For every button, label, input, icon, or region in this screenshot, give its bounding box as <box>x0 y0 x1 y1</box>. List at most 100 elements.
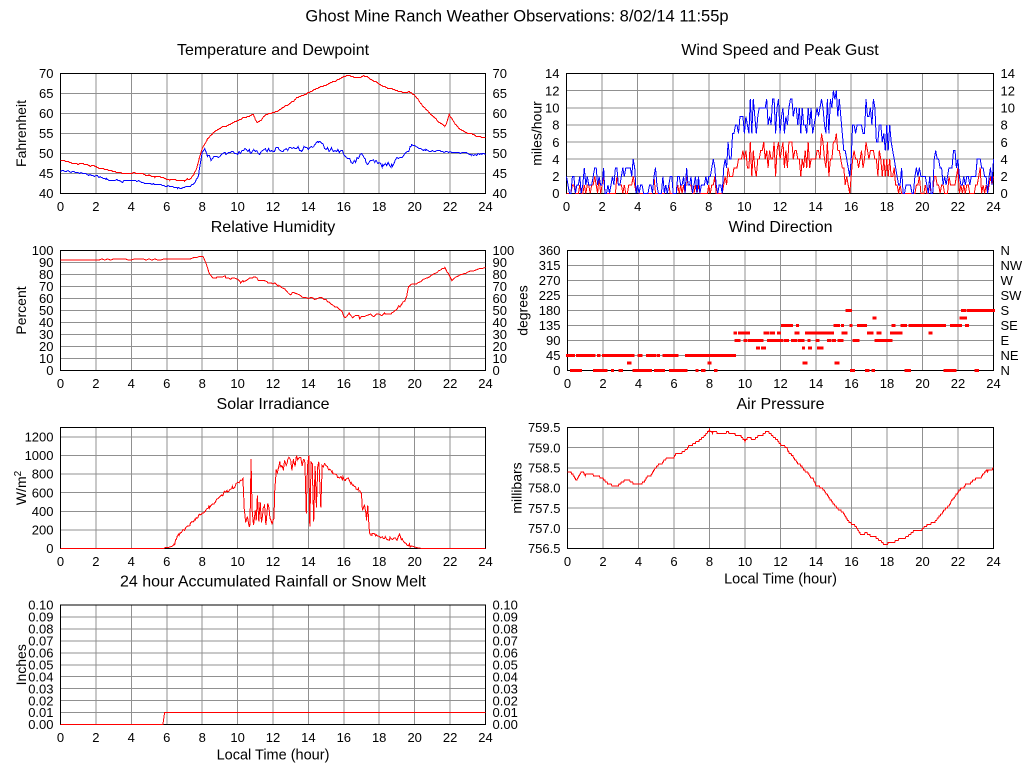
svg-text:14: 14 <box>809 376 823 391</box>
svg-text:0.10: 0.10 <box>493 598 518 613</box>
svg-text:70: 70 <box>39 66 53 81</box>
svg-text:18: 18 <box>372 730 386 745</box>
svg-text:18: 18 <box>880 199 894 214</box>
svg-text:45: 45 <box>493 166 507 181</box>
svg-text:20: 20 <box>915 199 929 214</box>
svg-text:16: 16 <box>337 199 351 214</box>
svg-text:4: 4 <box>1001 152 1008 167</box>
svg-text:30: 30 <box>493 327 507 342</box>
svg-text:14: 14 <box>301 199 315 214</box>
svg-text:18: 18 <box>880 554 894 569</box>
svg-text:80: 80 <box>493 267 507 282</box>
svg-text:270: 270 <box>539 273 561 288</box>
svg-text:10: 10 <box>738 554 752 569</box>
svg-text:14: 14 <box>1001 66 1015 81</box>
svg-text:6: 6 <box>163 730 170 745</box>
svg-text:20: 20 <box>407 376 421 391</box>
svg-text:Air Pressure: Air Pressure <box>736 396 824 413</box>
svg-text:8: 8 <box>199 730 206 745</box>
svg-text:20: 20 <box>493 339 507 354</box>
svg-text:180: 180 <box>539 303 561 318</box>
svg-text:90: 90 <box>39 255 53 270</box>
svg-text:6: 6 <box>552 135 559 150</box>
svg-text:W/m2: W/m2 <box>13 470 29 505</box>
svg-text:2: 2 <box>92 376 99 391</box>
svg-text:12: 12 <box>773 554 787 569</box>
svg-text:0.08: 0.08 <box>493 622 518 637</box>
svg-text:0: 0 <box>46 363 53 378</box>
svg-text:Ghost Mine Ranch Weather Obser: Ghost Mine Ranch Weather Observations: 8… <box>305 7 728 25</box>
svg-text:8: 8 <box>705 199 712 214</box>
svg-text:4: 4 <box>635 376 642 391</box>
svg-text:0: 0 <box>553 363 560 378</box>
svg-text:10: 10 <box>737 199 751 214</box>
svg-text:45: 45 <box>39 166 53 181</box>
svg-text:S: S <box>1001 303 1010 318</box>
svg-text:Local Time (hour): Local Time (hour) <box>724 572 837 588</box>
svg-text:6: 6 <box>670 199 677 214</box>
svg-text:758.0: 758.0 <box>528 481 561 496</box>
svg-text:0.01: 0.01 <box>493 705 518 720</box>
svg-text:degrees: degrees <box>515 285 531 336</box>
svg-text:NW: NW <box>1001 258 1023 273</box>
svg-text:225: 225 <box>539 288 561 303</box>
svg-text:2: 2 <box>599 376 606 391</box>
svg-text:8: 8 <box>199 554 206 569</box>
svg-text:14: 14 <box>301 376 315 391</box>
svg-text:22: 22 <box>443 199 457 214</box>
svg-text:12: 12 <box>545 83 559 98</box>
svg-text:0.02: 0.02 <box>28 693 53 708</box>
svg-text:N: N <box>1001 363 1010 378</box>
svg-text:20: 20 <box>407 199 421 214</box>
svg-text:6: 6 <box>1001 135 1008 150</box>
svg-text:10: 10 <box>1001 101 1015 116</box>
svg-text:0.09: 0.09 <box>493 610 518 625</box>
svg-text:0.03: 0.03 <box>493 681 518 696</box>
svg-text:16: 16 <box>844 554 858 569</box>
svg-text:24: 24 <box>986 376 1000 391</box>
svg-text:0: 0 <box>46 541 53 556</box>
svg-text:2: 2 <box>552 169 559 184</box>
svg-text:8: 8 <box>552 118 559 133</box>
svg-text:20: 20 <box>407 554 421 569</box>
svg-text:16: 16 <box>844 199 858 214</box>
svg-text:24: 24 <box>478 376 492 391</box>
svg-text:2: 2 <box>599 554 606 569</box>
svg-text:1200: 1200 <box>25 430 54 445</box>
svg-text:0: 0 <box>552 186 559 201</box>
svg-text:4: 4 <box>552 152 559 167</box>
svg-text:90: 90 <box>546 333 560 348</box>
svg-text:4: 4 <box>128 199 135 214</box>
svg-text:4: 4 <box>128 376 135 391</box>
svg-text:0: 0 <box>57 376 64 391</box>
svg-text:0: 0 <box>1001 186 1008 201</box>
svg-text:0.10: 0.10 <box>28 598 53 613</box>
svg-text:0: 0 <box>57 199 64 214</box>
svg-text:20: 20 <box>39 339 53 354</box>
svg-text:Local Time (hour): Local Time (hour) <box>217 748 330 764</box>
svg-text:10: 10 <box>39 351 53 366</box>
svg-text:10: 10 <box>230 376 244 391</box>
svg-text:8: 8 <box>706 376 713 391</box>
svg-text:14: 14 <box>301 554 315 569</box>
svg-text:759.0: 759.0 <box>528 440 561 455</box>
svg-text:0.09: 0.09 <box>28 610 53 625</box>
svg-text:8: 8 <box>199 199 206 214</box>
svg-text:360: 360 <box>539 243 561 258</box>
svg-text:20: 20 <box>915 376 929 391</box>
svg-text:0.02: 0.02 <box>493 693 518 708</box>
svg-text:600: 600 <box>32 485 54 500</box>
svg-text:65: 65 <box>39 86 53 101</box>
svg-text:18: 18 <box>372 376 386 391</box>
svg-text:0: 0 <box>563 199 570 214</box>
svg-text:22: 22 <box>951 554 965 569</box>
svg-text:60: 60 <box>493 106 507 121</box>
svg-text:1000: 1000 <box>25 448 54 463</box>
svg-text:4: 4 <box>635 554 642 569</box>
svg-text:W: W <box>1001 273 1014 288</box>
svg-text:10: 10 <box>738 376 752 391</box>
svg-text:16: 16 <box>337 730 351 745</box>
svg-text:0: 0 <box>57 730 64 745</box>
svg-text:80: 80 <box>39 267 53 282</box>
svg-text:4: 4 <box>634 199 641 214</box>
